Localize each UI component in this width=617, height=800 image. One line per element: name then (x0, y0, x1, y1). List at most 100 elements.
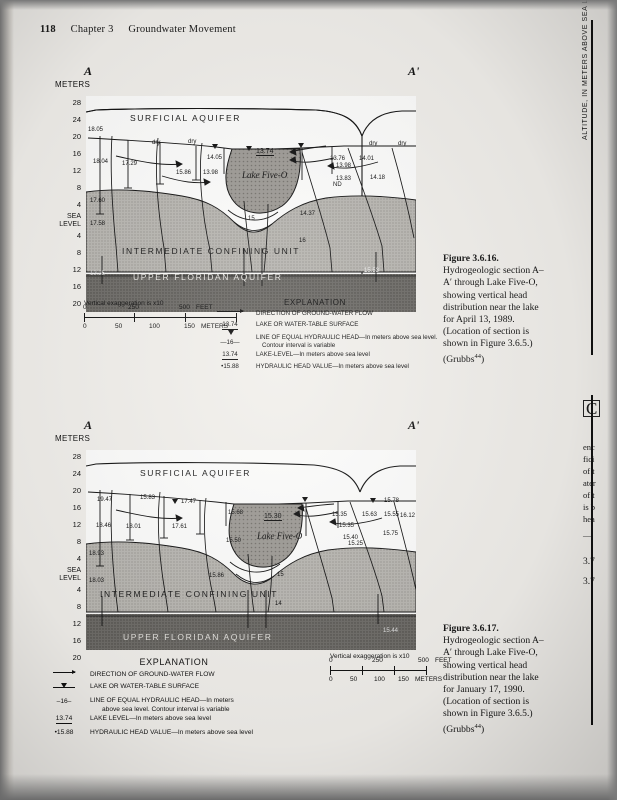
scale-feet-unit: FEET (435, 657, 452, 664)
vertical-exaggeration-fig2: Vertical exaggeration is x10 (330, 653, 410, 660)
section-label-A-fig1: A (84, 64, 93, 78)
scan-edge-bottom (0, 774, 617, 800)
gutter-rule-top (591, 20, 593, 355)
sea-level-label-fig1: SEA LEVEL (59, 213, 81, 228)
scale-feet-tick: 500 (418, 657, 429, 664)
scan-edge-top (0, 0, 617, 10)
y-tick: 12 (72, 520, 81, 529)
head-value: 18.93 (89, 551, 105, 557)
head-value: 15.53 (364, 268, 380, 274)
scan-edge-left (0, 0, 14, 800)
head-value: 14.18 (370, 175, 386, 181)
head-value: 15.78 (384, 498, 400, 504)
head-value-symbol: •15.88 (54, 729, 74, 736)
explanation-item-text: HYDRAULIC HEAD VALUE—In meters above sea… (256, 363, 409, 370)
layer-label-floridan-fig1: UPPER FLORIDAN AQUIFER (133, 272, 283, 282)
lake-level-symbol: 13.74 (44, 715, 84, 724)
scale-meters-tick: 100 (149, 323, 160, 330)
y-tick: 12 (72, 265, 81, 274)
head-value: 18.01 (126, 524, 142, 530)
scale-meters-tick: 0 (83, 323, 87, 330)
figure-caption-3-6-17: Figure 3.6.17. Hydrogeologic section A–A… (443, 623, 551, 736)
layer-label-floridan-fig2: UPPER FLORIDAN AQUIFER (123, 632, 273, 642)
scale-feet-unit: FEET (196, 304, 213, 311)
head-value: 15.40 (343, 535, 359, 541)
head-value: 13.83 (336, 176, 352, 182)
head-value: 13.98 (336, 163, 352, 169)
head-value: ND (333, 182, 342, 188)
water-table-symbol-icon: 13.74 (210, 321, 250, 335)
y-tick: 4 (76, 200, 81, 209)
chapter-number: Chapter 3 (70, 24, 114, 35)
lake-name-fig2: Lake Five-O (257, 531, 303, 541)
lake-level-symbol: 13.74 (210, 351, 250, 360)
head-value: 18.03 (89, 578, 105, 584)
head-value: 15.75 (383, 531, 399, 537)
layer-label-intermediate-fig1: INTERMEDIATE CONFINING UNIT (122, 246, 301, 256)
y-tick: 24 (72, 115, 81, 124)
scale-feet-tick: 500 (179, 304, 190, 311)
explanation-title-fig2: EXPLANATION (139, 657, 209, 667)
y-tick: 20 (72, 486, 81, 495)
head-value-symbol: •15.88 (221, 363, 239, 370)
section-label-Aprime-fig1: A' (408, 64, 420, 78)
head-value: 17.58 (90, 221, 106, 227)
explanation-item-text: DIRECTION OF GROUND-WATER FLOW (256, 310, 373, 317)
explanation-item-text-2: above sea level. Contour interval is var… (102, 706, 230, 713)
scale-bar-fig2: Vertical exaggeration is x10 0 250 500 F… (329, 653, 510, 683)
chapter-title: Groundwater Movement (128, 24, 236, 35)
explanation-item-text: LINE OF EQUAL HYDRAULIC HEAD—In meters (90, 697, 234, 704)
altitude-axis-label: ALTITUDE, IN METERS ABOVE SEA LEVEL (582, 0, 589, 140)
equal-head-contour-icon: –16– (56, 698, 72, 705)
y-tick: 8 (76, 602, 81, 611)
head-value: 15.44 (383, 628, 399, 634)
caption-label: Figure 3.6.16. (443, 253, 499, 264)
explanation-item-text: DIRECTION OF GROUND-WATER FLOW (90, 671, 215, 678)
y-tick: 8 (76, 248, 81, 257)
scale-feet-tick: 0 (83, 304, 87, 311)
bleed-section-number: 3.7 (583, 557, 595, 567)
dry-label: dry (398, 141, 407, 147)
head-value: 17.47 (181, 499, 197, 505)
figure-caption-3-6-16: Figure 3.6.16. Hydrogeologic section A–A… (443, 253, 551, 366)
water-table-symbol-icon (44, 683, 84, 691)
scale-meters-tick: 150 (398, 676, 409, 683)
y-tick: 16 (72, 282, 81, 291)
head-value: 15.68 (228, 510, 244, 516)
caption-text: Hydrogeologic section A–A′ through Lake … (443, 635, 544, 735)
scale-meters-tick: 50 (350, 676, 358, 683)
scale-feet-tick: 0 (329, 657, 333, 664)
contour-label: 16 (299, 238, 306, 244)
dry-label: dry (369, 141, 378, 147)
head-value: 13.98 (203, 170, 219, 176)
head-value: 13.76 (330, 156, 346, 162)
y-tick: 8 (76, 183, 81, 192)
scale-feet-tick: 250 (372, 657, 383, 664)
equal-head-contour-icon: —16— (220, 339, 240, 346)
lake-level-value: 13.74 (55, 715, 73, 724)
y-tick: 8 (76, 537, 81, 546)
y-tick: 4 (76, 231, 81, 240)
units-label-fig2: METERS (55, 434, 91, 443)
contour-label: 15 (277, 572, 284, 578)
explanation-title-fig1: EXPLANATION (283, 298, 347, 307)
bleed-section-number: 3.7 (583, 577, 595, 587)
head-value: 17.60 (90, 198, 106, 204)
scale-meters-tick: 100 (374, 676, 385, 683)
explanation-item-text: LAKE OR WATER-TABLE SURFACE (90, 683, 200, 690)
scale-meters-tick: 50 (115, 323, 123, 330)
water-table-value: 13.74 (222, 321, 238, 330)
y-tick: 16 (72, 149, 81, 158)
bleed-text: enc fici of t ater of t is b hea — (583, 442, 596, 540)
section-label-A-fig2: A (84, 418, 93, 432)
scale-meters-tick: 150 (184, 323, 195, 330)
head-value: 15.55 (384, 512, 400, 518)
dry-label: dry (152, 140, 161, 146)
y-tick: 4 (76, 585, 81, 594)
explanation-fig1: EXPLANATION DIRECTION OF GROUND-WATER FL… (210, 298, 437, 375)
head-value: 15.63 (362, 512, 378, 518)
page-number: 118 (40, 24, 56, 35)
head-value: 16.12 (400, 513, 416, 519)
head-value: 15.35 (339, 523, 355, 529)
